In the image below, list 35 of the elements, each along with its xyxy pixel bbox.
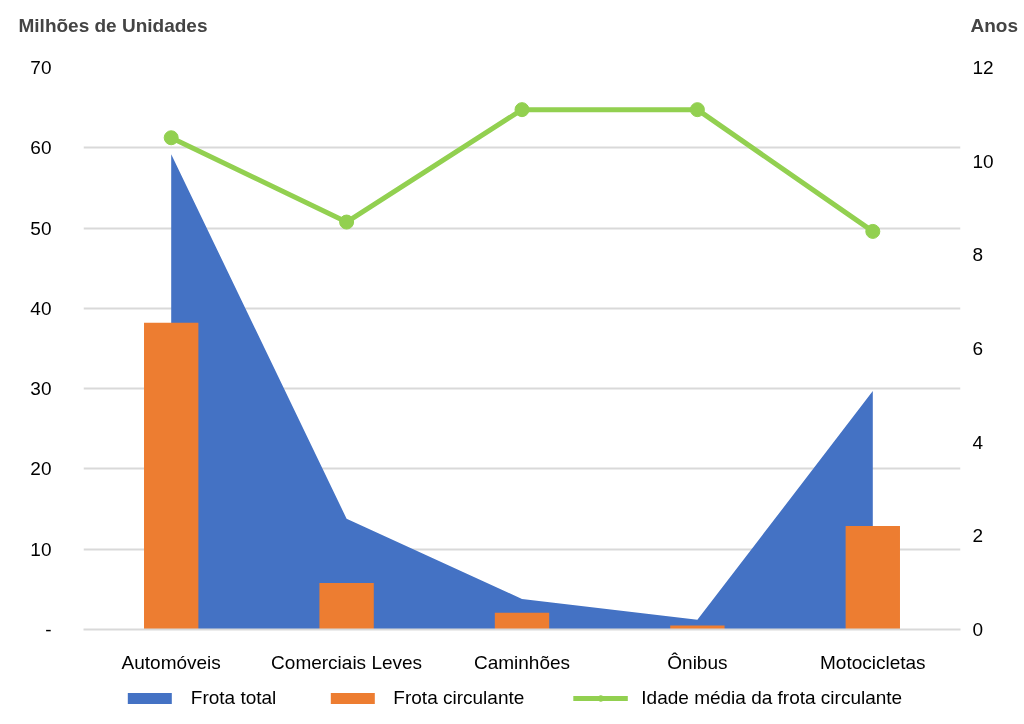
x-tick-label: Automóveis bbox=[121, 651, 221, 673]
y2-tick-label: 8 bbox=[972, 244, 984, 266]
bar bbox=[670, 625, 725, 630]
bar bbox=[845, 525, 900, 630]
x-tick-label: Caminhões bbox=[473, 651, 571, 673]
y-tick-label: 10 bbox=[30, 538, 52, 560]
y-tick-label: 20 bbox=[30, 458, 52, 480]
point bbox=[514, 102, 530, 118]
y-tick-label: 60 bbox=[30, 137, 52, 159]
y-tick-label: 50 bbox=[30, 217, 52, 239]
y2-tick-label: 12 bbox=[972, 57, 994, 78]
legend-label: Frota circulante bbox=[393, 687, 525, 709]
legend-label: Idade média da frota circulante bbox=[641, 687, 903, 709]
y2-tick-label: 6 bbox=[972, 338, 984, 359]
y-tick-label: 40 bbox=[30, 297, 52, 319]
y-axis-title: Milhões de Unidades bbox=[18, 15, 208, 36]
x-tick-label: Ônibus bbox=[667, 651, 728, 673]
bar bbox=[494, 612, 550, 630]
legend-label: Frota total bbox=[190, 687, 277, 709]
y2-tick-label: 10 bbox=[972, 150, 994, 172]
point bbox=[163, 130, 179, 146]
point bbox=[865, 223, 881, 239]
bar bbox=[144, 322, 199, 630]
x-tick-label: Comerciais Leves bbox=[271, 651, 423, 673]
point bbox=[339, 214, 355, 230]
y-tick-label: 30 bbox=[30, 378, 52, 400]
bar bbox=[319, 582, 374, 630]
y2-tick-label: 0 bbox=[972, 619, 984, 640]
y2-axis-title: Anos bbox=[970, 15, 1018, 36]
y-tick-label: - bbox=[45, 619, 52, 640]
y2-tick-label: 2 bbox=[972, 525, 984, 547]
point bbox=[689, 102, 705, 118]
x-tick-label: Motocicletas bbox=[820, 651, 926, 673]
y-tick-label: 70 bbox=[30, 57, 52, 78]
y2-tick-label: 4 bbox=[972, 431, 984, 453]
